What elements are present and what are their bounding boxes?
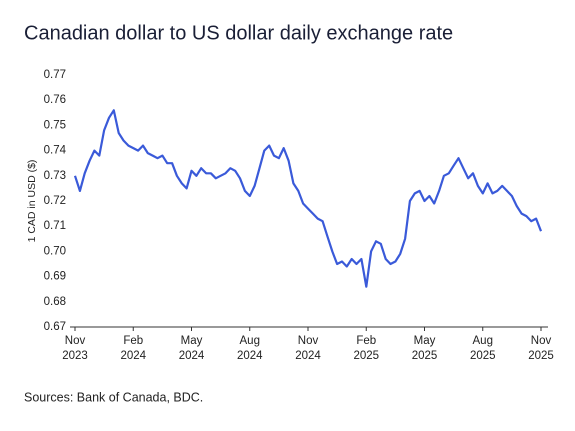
chart-title: Canadian dollar to US dollar daily excha…	[24, 22, 453, 44]
y-tick-label: 0.76	[44, 94, 66, 106]
y-tick-label: 0.75	[44, 119, 66, 131]
y-tick-label: 0.72	[44, 195, 66, 207]
x-tick-label: Aug 2025	[470, 335, 496, 362]
x-tick-label: Feb 2025	[353, 335, 379, 362]
y-tick-label: 0.67	[44, 321, 66, 333]
line-series	[73, 109, 543, 288]
x-tick-label: Aug 2024	[237, 335, 263, 362]
x-tick-label: May 2024	[179, 335, 205, 362]
y-axis-label: 1 CAD in USD ($)	[26, 160, 38, 243]
x-tick-label: May 2025	[412, 335, 438, 362]
y-tick-label: 0.73	[44, 170, 66, 182]
y-tick-label: 0.70	[44, 245, 66, 257]
y-tick-label: 0.77	[44, 69, 66, 81]
x-tick-label: Nov 2024	[295, 335, 321, 362]
x-tick-label: Nov 2025	[528, 335, 554, 362]
y-tick-label: 0.71	[44, 220, 66, 232]
x-tick-label: Nov 2023	[62, 335, 88, 362]
y-tick-label: 0.74	[44, 145, 67, 157]
y-tick-label: 0.68	[44, 296, 66, 308]
y-tick-label: 0.69	[44, 271, 66, 283]
x-tick-label: Feb 2024	[120, 335, 146, 362]
source-note: Sources: Bank of Canada, BDC.	[24, 390, 203, 404]
